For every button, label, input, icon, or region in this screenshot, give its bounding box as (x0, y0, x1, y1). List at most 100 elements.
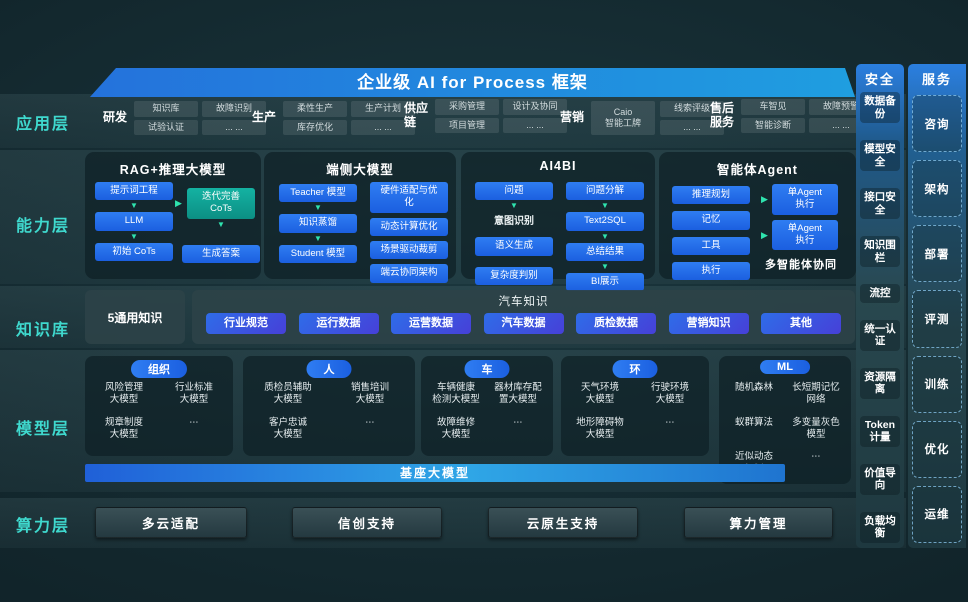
app-group-production: 生产 柔性生产 生产计划 库存优化... ... (252, 101, 415, 136)
app-group-rd: 研发 知识库 故障识别 试验认证... ... (103, 101, 266, 136)
model-item: ⋯ (189, 416, 199, 428)
app-group-after-sales: 售后服务 车智见 故障预警 智能诊断... ... (710, 99, 873, 134)
security-rail-title: 安全 (864, 72, 895, 87)
model-group-vehicle: 车 车辆健康 检测大模型 器材库存配 置大模型 故障维修 大模型 ⋯ (421, 356, 553, 456)
flow-chip: 知识蒸馏 (279, 214, 357, 233)
model-item: 故障维修 大模型 (436, 416, 475, 441)
model-item: 客户忠诚 大模型 (268, 416, 307, 441)
service-item: 架构 (912, 160, 962, 218)
exec-row: ▶ 单Agent 执行 (761, 184, 853, 215)
flow-chip: Student 模型 (279, 244, 357, 264)
service-items: 咨询 架构 部署 评测 训练 优化 运维 (912, 95, 962, 543)
flow-chip: Teacher 模型 (279, 184, 357, 203)
app-chip: ... ... (503, 117, 567, 134)
exec-row: ▶ 单Agent 执行 (761, 219, 853, 251)
security-item: Token计量 (860, 415, 900, 447)
service-item: 咨询 (912, 95, 962, 153)
layer-label-model: 模型层 (16, 421, 71, 438)
arrow-down-icon: ▼ (314, 203, 322, 213)
group-pill: 人 (306, 360, 352, 378)
app-chip: 柔性生产 (283, 101, 347, 117)
feature-chip: 动态计算优化 (370, 217, 448, 237)
app-chips: 采购管理 设计及协同 项目管理... ... (435, 99, 567, 134)
model-item: 随机森林 (734, 382, 773, 393)
application-band (0, 94, 906, 148)
model-item: 质检员辅助 大模型 (264, 382, 312, 406)
app-chips: 柔性生产 生产计划 库存优化... ... (283, 101, 415, 136)
agent-components: 推理规划记忆工具执行 (672, 186, 750, 281)
model-item: 风险管理 大模型 (104, 382, 143, 406)
app-group-marketing: 营销 Caio 智能工牌 线索评级 ... ... (560, 101, 724, 136)
app-chip: ... ... (660, 119, 724, 136)
component-chip: 记忆 (672, 211, 750, 230)
ai4bi-box: AI4BI 问题 ▼ 意图识别 语义生成 复杂度判别 问题分解 ▼ Text2SQL… (461, 152, 655, 292)
app-chips: 线索评级 ... ... (660, 101, 724, 136)
security-items: 数据备份 模型安全 接口安全 知识围栏 流控 统一认证 资源隔离 Token计量 价值导向 负载均… (859, 92, 901, 543)
service-item: 运维 (912, 485, 962, 543)
app-group-label: 售后服务 (710, 101, 735, 130)
flow-chip: 复杂度判别 (475, 266, 553, 286)
rag-reasoning-box: RAG+推理大模型 提示词工程 ▼ LLM ▼ 初始 CoTs ▶ 迭代完善 CoTs … (85, 152, 261, 279)
rag-flow-left: 提示词工程 ▼ LLM ▼ 初始 CoTs (95, 182, 173, 262)
compute-item-management: 算力管理 (684, 507, 833, 538)
box-title: 端侧大模型 (326, 163, 394, 177)
service-item: 训练 (912, 355, 962, 413)
app-chip: 试验认证 (134, 119, 198, 136)
box-title: 智能体Agent (717, 163, 798, 177)
flow-chip: 初始 CoTs (95, 242, 173, 262)
exec-chip: 单Agent 执行 (771, 219, 838, 251)
model-items: 天气环境 大模型 行驶环境 大模型 地形障碍物 大模型 ⋯ (561, 382, 709, 441)
ai4bi-flow-left: 问题 ▼ 意图识别 语义生成 复杂度判别 (473, 182, 555, 286)
arrow-down-icon: ▼ (217, 219, 225, 229)
edge-model-box: 端侧大模型 Teacher 模型 ▼ 知识蒸馏 ▼ Student 模型 硬件适配与优 … (264, 152, 456, 283)
knowledge-chips: 行业规范 运行数据 运营数据 汽车数据 质检数据 营销知识 其他 (192, 309, 855, 334)
agent-box: 智能体Agent 推理规划记忆工具执行 ▶ 单Agent 执行 ▶ 单Agent… (659, 152, 856, 281)
knowledge-chip: 营销知识 (668, 313, 749, 334)
app-chip: 车智见 (741, 99, 805, 115)
model-item: 器材库存配 置大模型 (494, 382, 542, 406)
auto-knowledge-title: 汽车知识 (498, 296, 549, 308)
layer-label-knowledge: 知识库 (16, 322, 71, 339)
app-group-label: 营销 (560, 110, 585, 125)
flow-chip: 总结结果 (566, 242, 644, 262)
security-item: 接口安全 (860, 188, 900, 220)
group-pill: 组织 (131, 360, 187, 378)
framework-title-banner: 企业级 AI for Process 框架 (90, 68, 855, 97)
model-item: 销售培训 大模型 (350, 382, 389, 406)
component-chip: 执行 (672, 262, 750, 281)
arrow-down-icon: ▼ (314, 233, 322, 243)
model-item: 多变量灰色 模型 (792, 416, 840, 441)
knowledge-chip: 运营数据 (391, 313, 471, 334)
model-items: 质检员辅助 大模型 销售培训 大模型 客户忠诚 大模型 ⋯ (243, 382, 415, 441)
rag-flow-right: 迭代完善 CoTs ▼ 生成答案 (182, 188, 260, 264)
exec-chip: 单Agent 执行 (771, 184, 838, 215)
feature-chip: 硬件适配与优 化 (370, 182, 448, 213)
app-chip: 生产计划 (351, 101, 415, 117)
security-item: 资源隔离 (860, 367, 900, 399)
foundation-model-bar: 基座大模型 (85, 464, 785, 482)
arrow-right-icon: ▶ (761, 229, 768, 240)
component-chip: 工具 (672, 236, 750, 256)
edge-flow: Teacher 模型 ▼ 知识蒸馏 ▼ Student 模型 (276, 184, 360, 264)
security-item: 模型安全 (860, 140, 900, 172)
app-group-label: 生产 (252, 110, 277, 125)
app-chip: 知识库 (134, 101, 198, 117)
model-item: 长短期记忆 网络 (792, 382, 840, 406)
flow-chip: 提示词工程 (95, 182, 173, 201)
model-items: 风险管理 大模型 行业标准 大模型 规章制度 大模型 ⋯ (85, 382, 233, 441)
model-item: ⋯ (665, 416, 675, 428)
edge-features: 硬件适配与优 化动态计算优化 场景驱动裁剪 端云协同架构 (368, 182, 450, 283)
app-chip: 库存优化 (283, 119, 347, 136)
model-group-people: 人 质检员辅助 大模型 销售培训 大模型 客户忠诚 大模型 ⋯ (243, 356, 415, 456)
model-item: 行驶环境 大模型 (650, 382, 689, 406)
flow-chip: 语义生成 (475, 237, 553, 256)
arrow-down-icon: ▼ (601, 262, 609, 272)
app-chip: ... ... (351, 119, 415, 136)
arrow-right-icon: ▶ (175, 198, 182, 208)
component-chip: 推理规划 (672, 186, 750, 205)
arrow-down-icon: ▼ (601, 231, 609, 241)
arrow-down-icon: ▼ (510, 201, 518, 211)
app-chip: 线索评级 (660, 101, 724, 117)
arrow-down-icon: ▼ (601, 201, 609, 211)
